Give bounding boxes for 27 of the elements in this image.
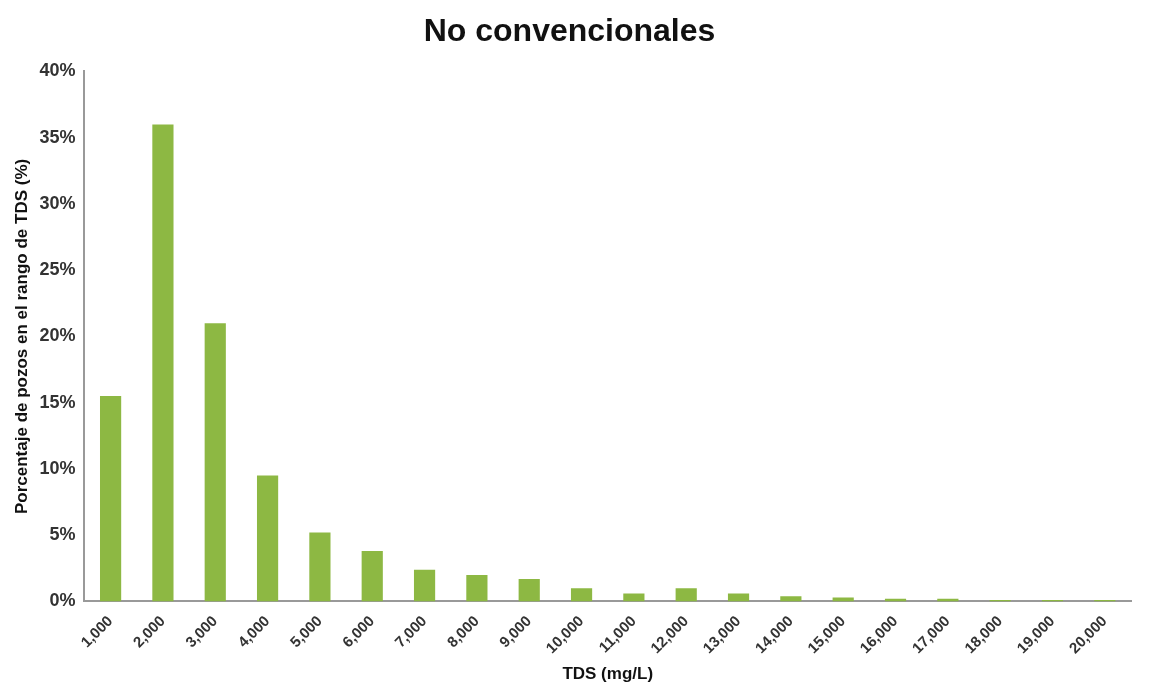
y-tick-label: 40% — [39, 60, 76, 81]
y-tick-label: 35% — [39, 126, 76, 147]
y-tick-label: 0% — [49, 590, 76, 611]
y-tick-label: 15% — [39, 391, 76, 412]
bar — [518, 578, 540, 602]
bar — [727, 593, 750, 602]
y-tick-label: 10% — [39, 457, 76, 478]
y-tick-label: 25% — [39, 259, 76, 280]
bar — [623, 593, 645, 602]
y-axis-title: Porcentaje de pozos en el rango de TDS (%) — [11, 158, 31, 515]
bar — [413, 569, 436, 602]
bar — [361, 551, 383, 602]
bar — [832, 597, 854, 602]
x-axis-title: TDS (mg/L) — [562, 664, 654, 684]
bar — [780, 596, 802, 602]
chart-title: No convencionales — [423, 12, 716, 49]
bar — [204, 323, 226, 602]
bar — [99, 396, 122, 602]
y-tick-label: 20% — [39, 325, 76, 346]
bar — [152, 124, 174, 602]
bar — [675, 588, 697, 602]
y-tick-label: 5% — [49, 524, 76, 545]
bar — [570, 588, 593, 602]
bar — [256, 475, 279, 602]
bar — [466, 574, 488, 602]
bar — [309, 532, 331, 602]
y-tick-label: 30% — [39, 192, 76, 213]
